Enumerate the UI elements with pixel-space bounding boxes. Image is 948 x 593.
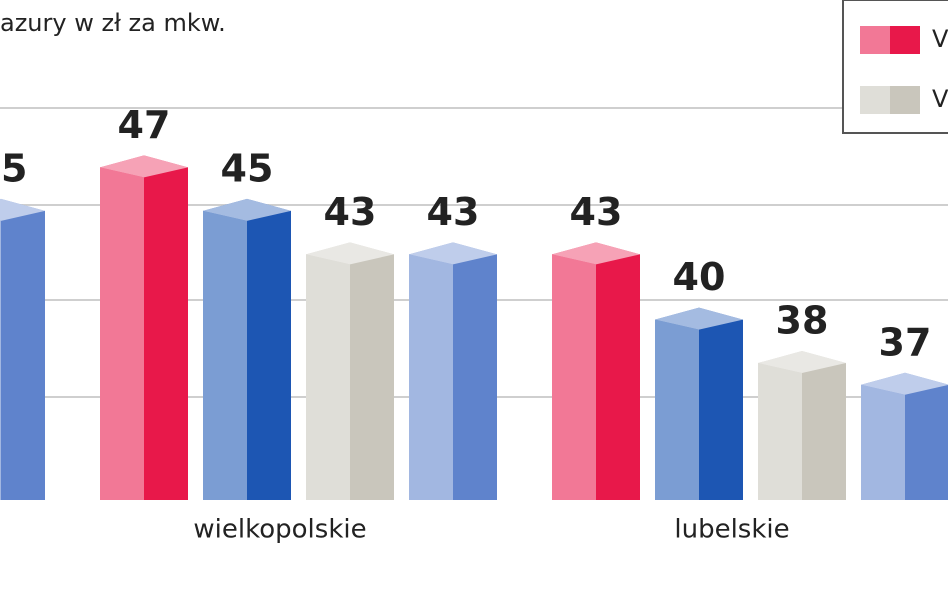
bar-face: [655, 319, 699, 500]
legend-swatch: [860, 26, 920, 54]
bar-face-light: [861, 384, 905, 500]
bar-face: [802, 363, 846, 500]
bar-face: [247, 210, 291, 500]
bar-top-light: [409, 242, 497, 265]
bar-top-light: [655, 307, 743, 330]
bar-top-light: [203, 198, 291, 221]
bar-face: [144, 167, 188, 501]
bar-face: [453, 254, 497, 500]
value-label: 37: [879, 320, 932, 364]
value-label: 43: [427, 190, 480, 234]
bar-face: [306, 254, 350, 500]
legend-label: V: [932, 25, 948, 53]
bar-face-light: [203, 210, 247, 500]
value-label: 43: [570, 190, 623, 234]
bar-face: [203, 210, 247, 500]
bar-face-light: [552, 254, 596, 500]
bar-top-light: [306, 242, 394, 265]
bar-face: [409, 254, 453, 500]
bar-face: [596, 254, 640, 500]
value-label: 40: [673, 255, 726, 299]
value-label: 43: [324, 190, 377, 234]
bar-face: [861, 384, 905, 500]
bar-top-light: [552, 242, 640, 265]
bar-face: [100, 167, 144, 501]
bar-face-light: [409, 254, 453, 500]
legend-swatch: [860, 86, 920, 114]
bar-face: [905, 384, 948, 500]
legend-swatch-light: [860, 86, 890, 114]
bar-face: [699, 319, 743, 500]
value-label: 45: [221, 146, 274, 190]
bar-top-light: [0, 198, 45, 221]
bar-face-light: [655, 319, 699, 500]
chart-subtitle: azury w zł za mkw.: [0, 9, 226, 37]
bar-face-light: [100, 167, 144, 501]
bar-face: [552, 254, 596, 500]
bar-face: [0, 210, 1, 500]
bar-face: [758, 363, 802, 500]
value-label: 47: [118, 103, 171, 147]
x-tick-label: wielkopolskie: [193, 515, 366, 545]
x-tick-label: lubelskie: [674, 515, 789, 545]
legend-label: V: [932, 85, 948, 113]
bar-face-light: [758, 363, 802, 500]
bar-face: [1, 210, 45, 500]
value-label: 38: [776, 299, 829, 343]
bar-face-light: [0, 210, 1, 500]
bar-top-light: [100, 155, 188, 178]
bar-face-light: [306, 254, 350, 500]
bar-top-light: [758, 351, 846, 374]
legend-swatch-light: [860, 26, 890, 54]
value-label: 45: [0, 146, 27, 190]
bar-face: [350, 254, 394, 500]
bar-top-light: [861, 372, 948, 395]
